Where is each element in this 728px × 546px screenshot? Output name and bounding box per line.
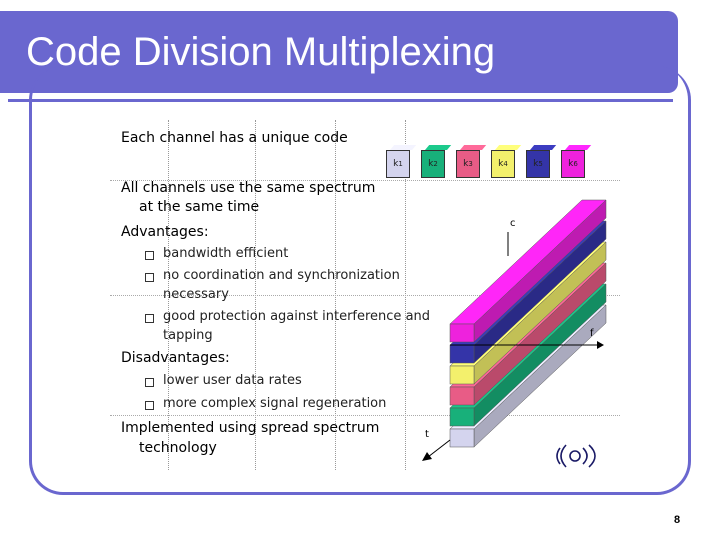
bullet-unique-code: Each channel has a unique code — [121, 130, 348, 146]
c-axis-label: c — [510, 218, 516, 229]
channel-bar-front-3 — [449, 386, 475, 406]
adv-protection-cont: tapping — [163, 328, 213, 343]
t-axis-arrow — [422, 452, 432, 461]
channel-bar-front-1 — [449, 428, 475, 448]
code-key-subscript: 1 — [398, 160, 403, 168]
code-key-label: k — [393, 159, 399, 169]
adv-protection: good protection against interference and — [163, 309, 431, 324]
code-key-label: k — [568, 159, 574, 169]
grid-line — [110, 415, 620, 416]
code-key-label: k — [428, 159, 434, 169]
slide-frame — [29, 66, 691, 495]
t-axis-label: t — [425, 429, 429, 440]
bullet-same-spectrum: All channels use the same spectrum — [121, 180, 376, 196]
code-key-subscript: 6 — [573, 160, 578, 168]
adv-bandwidth: bandwidth efficient — [163, 246, 289, 261]
code-key-subscript: 3 — [468, 160, 473, 168]
adv-no-coordination-cont: necessary — [163, 287, 229, 302]
logo-icon — [556, 444, 596, 468]
code-key-label: k — [463, 159, 469, 169]
bullet-disadvantages: Disadvantages: — [121, 350, 230, 366]
channel-bars — [449, 199, 607, 448]
channel-bar-front-6 — [449, 323, 475, 343]
sub-bullet-marker — [145, 273, 154, 282]
bullet-advantages: Advantages: — [121, 224, 209, 240]
grid-line — [110, 295, 620, 296]
code-key-label: k — [533, 159, 539, 169]
code-key-label: k — [498, 159, 504, 169]
bullet-spread-spectrum-cont: technology — [139, 440, 217, 456]
channel-bar-front-4 — [449, 365, 475, 385]
sub-bullet-marker — [145, 251, 154, 260]
sub-bullet-marker — [145, 378, 154, 387]
dis-lower-rates: lower user data rates — [163, 373, 302, 388]
sub-bullet-marker — [145, 314, 154, 323]
code-key-subscript: 5 — [538, 160, 543, 168]
sub-bullet-marker — [145, 401, 154, 410]
f-axis-label: f — [590, 328, 594, 339]
f-axis-arrow — [597, 341, 604, 349]
grid-line — [110, 180, 620, 181]
channel-bar-front-2 — [449, 407, 475, 427]
code-key-subscript: 2 — [433, 160, 438, 168]
bullet-spread-spectrum: Implemented using spread spectrum — [121, 420, 380, 436]
t-axis — [427, 439, 451, 458]
adv-no-coordination: no coordination and synchronization — [163, 268, 400, 283]
dis-regeneration: more complex signal regeneration — [163, 396, 387, 411]
bullet-same-spectrum-cont: at the same time — [139, 199, 260, 215]
title-bar — [0, 11, 678, 93]
slide-title: Code Division Multiplexing — [26, 30, 496, 74]
title-underline — [8, 94, 673, 102]
channel-bar-front-5 — [449, 344, 475, 364]
page-number: 8 — [674, 514, 681, 526]
code-key-subscript: 4 — [503, 160, 508, 168]
